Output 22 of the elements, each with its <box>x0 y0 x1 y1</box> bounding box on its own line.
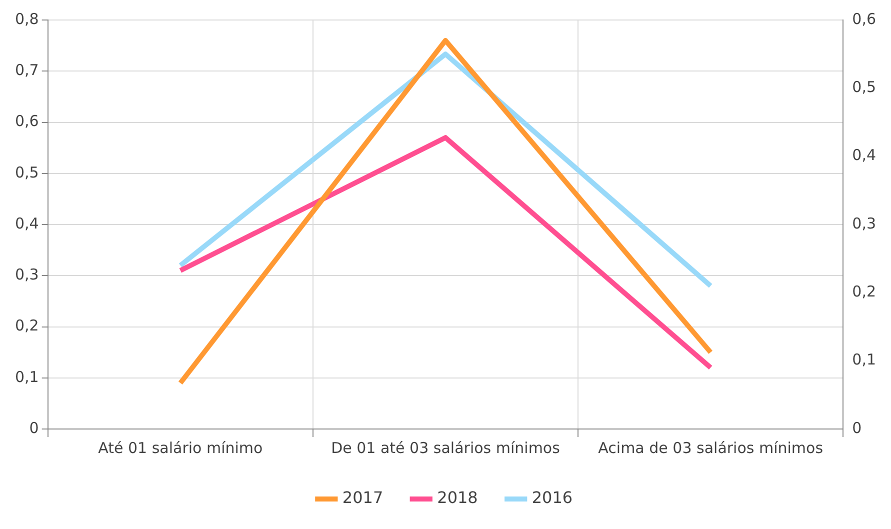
legend-label: 2018 <box>437 488 478 508</box>
y2-tick-label: 0,2 <box>852 282 876 301</box>
x-tick-label: Acima de 03 salários mínimos <box>598 438 824 457</box>
y-tick-label: 0,8 <box>14 10 39 28</box>
x-tick-label: Até 01 salário mínimo <box>98 438 263 457</box>
y-tick-label: 0,2 <box>14 316 39 335</box>
legend-label: 2016 <box>532 488 573 508</box>
legend-label: 2017 <box>342 488 384 508</box>
y2-tick-label: 0,3 <box>852 214 876 232</box>
y-tick-label: 0,1 <box>14 368 39 386</box>
y2-tick-label: 0,6 <box>852 10 876 28</box>
y2-tick-label: 0,5 <box>852 78 876 96</box>
y2-tick-label: 0,4 <box>852 146 876 164</box>
y2-tick-label: 0,1 <box>852 350 876 369</box>
y2-tick-label: 0 <box>852 418 862 437</box>
x-tick-label: De 01 até 03 salários mínimos <box>331 438 560 457</box>
y-tick-label: 0,3 <box>14 266 39 284</box>
y-tick-label: 0,5 <box>14 163 39 182</box>
y-tick-label: 0,6 <box>14 112 39 130</box>
y-tick-label: 0,4 <box>14 214 39 232</box>
y-tick-label: 0,7 <box>14 61 39 80</box>
y-tick-label: 0 <box>29 418 39 437</box>
